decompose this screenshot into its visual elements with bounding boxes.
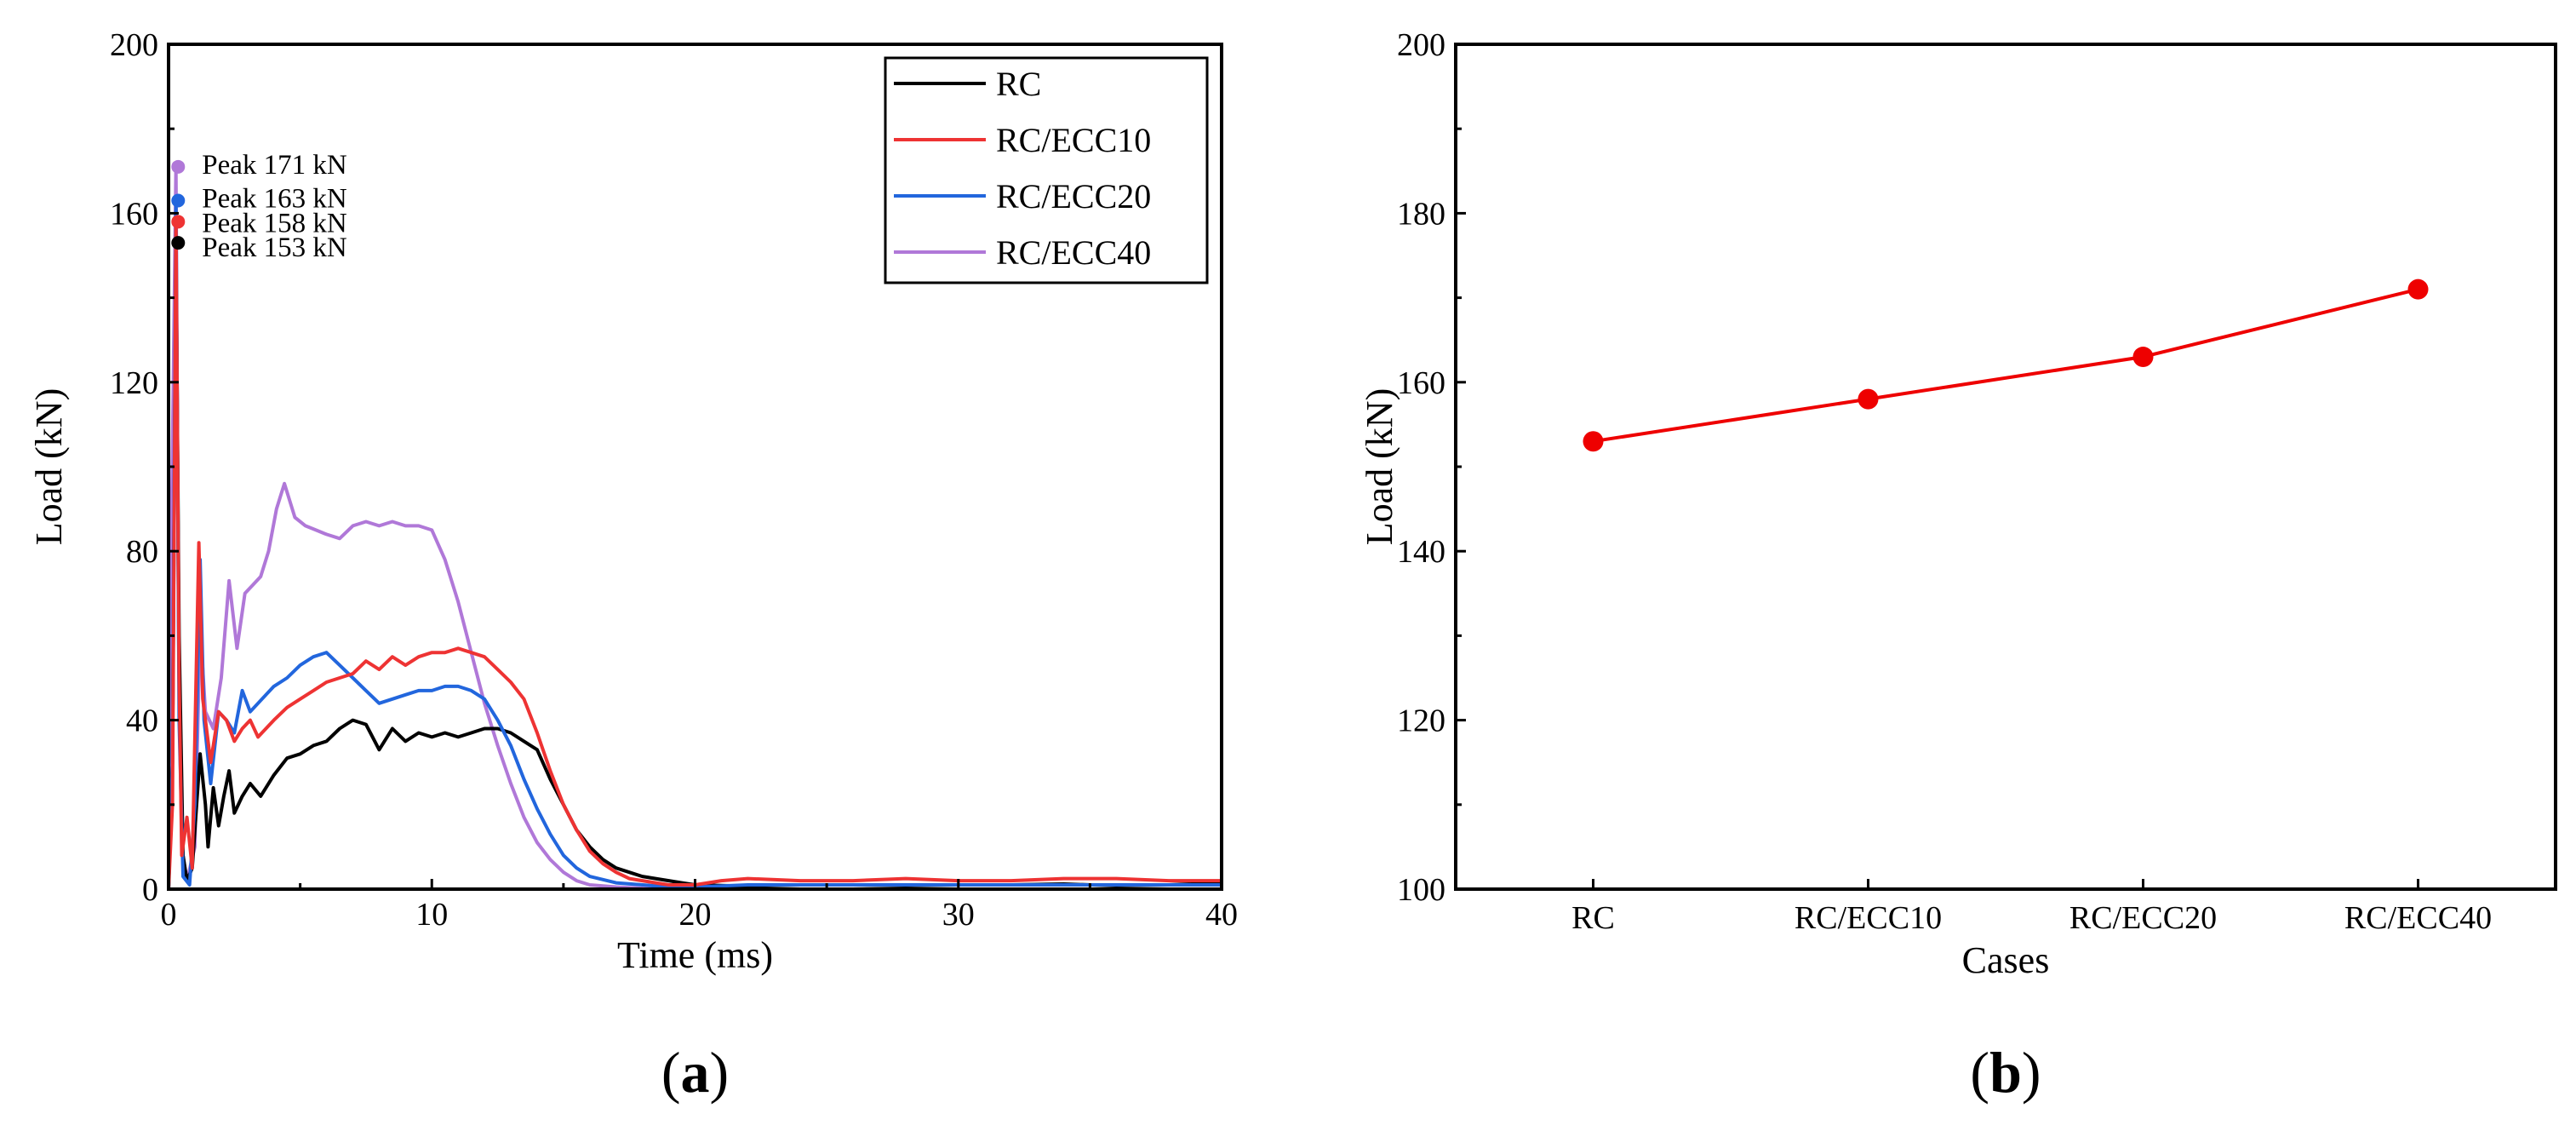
chart-b-series-layer — [1583, 278, 2429, 452]
chart-b-point-rc-ecc10 — [1858, 388, 1879, 410]
panel-b-open-paren: ( — [1970, 1040, 1989, 1105]
chart-a-y-axis-label: Load (kN) — [28, 388, 70, 546]
chart-b-y-tick-label: 200 — [1397, 27, 1445, 63]
chart-b-y-tick-label: 180 — [1397, 196, 1445, 232]
chart-b-x-tick-label-rc-ecc20: RC/ECC20 — [2069, 900, 2217, 936]
peak-marker — [171, 159, 186, 174]
chart-a-x-ticks: 0 10 20 30 40 — [161, 879, 1238, 933]
chart-a-x-tick-label: 30 — [942, 897, 975, 933]
chart-a-y-tick-label: 160 — [110, 196, 158, 232]
panel-b-close-paren: ) — [2022, 1040, 2041, 1105]
chart-a-x-tick-label: 10 — [415, 897, 448, 933]
series-line-rc-ecc10 — [167, 220, 1222, 890]
panel-a-letter: a — [681, 1040, 710, 1105]
panel-a-open-paren: ( — [661, 1040, 681, 1105]
chart-a-x-tick-label: 0 — [161, 897, 177, 933]
legend-box — [884, 56, 1209, 284]
chart-a-y-ticks: 0 40 80 120 160 200 — [110, 27, 179, 908]
chart-b-x-axis-label: Cases — [1962, 939, 2050, 981]
chart-a-x-axis-label: Time (ms) — [617, 934, 773, 976]
chart-a-y-tick-label: 120 — [110, 365, 158, 401]
chart-b-point-rc-ecc40 — [2407, 278, 2429, 300]
chart-b-x-tick-label-rc-ecc40: RC/ECC40 — [2344, 900, 2492, 936]
peak-annotation-label: Peak 163 kN — [202, 184, 347, 215]
panel-label-b: (b) — [1970, 1040, 2041, 1105]
chart-b-x-tick-label-rc-ecc10: RC/ECC10 — [1795, 900, 1942, 936]
chart-a-y-tick-label: 200 — [110, 27, 158, 63]
panel-a-close-paren: ) — [710, 1040, 730, 1105]
legend-label-rc-ecc20: RC/ECC20 — [996, 177, 1151, 215]
series-line-rc-ecc20 — [167, 198, 1222, 890]
chart-b-y-tick-label: 120 — [1397, 703, 1445, 739]
chart-b-point-rc-ecc20 — [2132, 347, 2154, 368]
chart-a-y-tick-label: 80 — [126, 534, 158, 570]
chart-b-y-axis-label: Load (kN) — [1359, 388, 1400, 546]
chart-b-series-line — [1593, 287, 2419, 444]
chart-b-x-ticks: RC RC/ECC10 RC/ECC20 RC/ECC40 — [1571, 879, 2492, 936]
chart-b-plot-frame — [1454, 43, 2557, 891]
chart-a-x-tick-label: 40 — [1205, 897, 1238, 933]
peak-marker — [171, 215, 186, 229]
chart-a-legend: RC RC/ECC10 RC/ECC20 RC/ECC40 — [884, 56, 1209, 284]
chart-b-y-tick-label: 100 — [1397, 872, 1445, 908]
panel-label-a: (a) — [661, 1040, 729, 1105]
series-line-rc — [167, 241, 1222, 890]
panel-b-letter: b — [1989, 1040, 2022, 1105]
legend-label-rc: RC — [996, 65, 1041, 103]
chart-b-point-rc — [1583, 431, 1604, 452]
peak-annotation-label: Peak 171 kN — [202, 150, 347, 181]
legend-label-rc-ecc10: RC/ECC10 — [996, 121, 1151, 159]
chart-b: RC RC/ECC10 RC/ECC20 RC/ECC40 1001201401601… — [1359, 27, 2557, 981]
chart-b-y-ticks: 100 120 140 160 180 200 — [1397, 27, 1466, 908]
series-line-rc-ecc40 — [167, 164, 1222, 891]
legend-label-rc-ecc40: RC/ECC40 — [996, 233, 1151, 272]
chart-a-y-tick-label: 0 — [142, 872, 158, 908]
chart-b-y-tick-label: 160 — [1397, 365, 1445, 401]
chart-b-x-tick-label-rc: RC — [1571, 900, 1615, 936]
chart-a-x-tick-label: 20 — [679, 897, 712, 933]
peak-annotation-label: Peak 158 kN — [202, 208, 347, 238]
peak-marker — [171, 236, 186, 250]
chart-b-y-tick-label: 140 — [1397, 534, 1445, 570]
peak-annotation-label: Peak 153 kN — [202, 233, 347, 263]
peak-marker — [171, 193, 186, 208]
chart-a-y-tick-label: 40 — [126, 703, 158, 739]
